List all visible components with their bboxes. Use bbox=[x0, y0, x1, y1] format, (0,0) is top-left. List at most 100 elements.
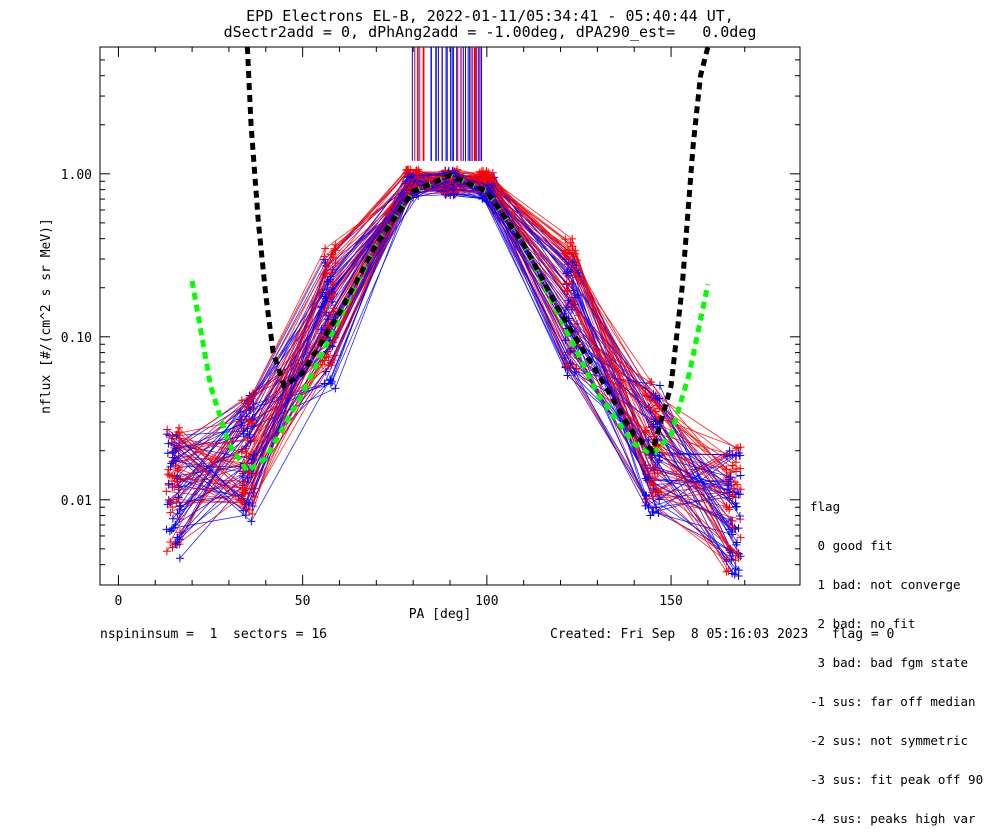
data-point-marker bbox=[732, 467, 741, 476]
data-point-marker bbox=[734, 524, 743, 533]
data-point-marker bbox=[641, 501, 650, 510]
data-point-marker bbox=[162, 487, 171, 496]
data-point-marker bbox=[170, 453, 179, 462]
data-point-marker bbox=[175, 434, 184, 443]
data-point-marker bbox=[323, 315, 332, 324]
data-point-marker bbox=[242, 449, 251, 458]
data-point-marker bbox=[317, 302, 326, 311]
data-point-marker bbox=[480, 176, 489, 185]
chart-subtitle: dSectr2add = 0, dPhAng2add = -1.00deg, d… bbox=[223, 23, 757, 41]
y-tick-label: 0.01 bbox=[61, 494, 92, 509]
data-point-marker bbox=[648, 507, 657, 516]
data-point-marker bbox=[162, 430, 171, 439]
legend-entry: 3 bad: bad fgm state bbox=[810, 655, 969, 670]
data-point-marker bbox=[724, 566, 733, 575]
series-line bbox=[179, 170, 728, 545]
legend-entry: 1 bad: not converge bbox=[810, 577, 961, 592]
y-axis-label: nflux [#/(cm^2 s sr MeV)] bbox=[39, 218, 54, 414]
data-point-marker bbox=[485, 170, 494, 179]
data-point-marker bbox=[247, 517, 256, 526]
data-point-marker bbox=[174, 427, 183, 436]
data-point-marker bbox=[246, 393, 255, 402]
data-point-marker bbox=[488, 174, 497, 183]
data-point-marker bbox=[722, 474, 731, 483]
data-point-marker bbox=[734, 448, 743, 457]
data-point-marker bbox=[567, 305, 576, 314]
data-point-marker bbox=[241, 511, 250, 520]
data-point-marker bbox=[162, 547, 171, 556]
data-point-marker bbox=[406, 165, 415, 174]
data-point-marker bbox=[728, 516, 737, 525]
data-point-marker bbox=[236, 407, 245, 416]
x-axis-label: PA [deg] bbox=[409, 607, 472, 622]
data-point-marker bbox=[166, 538, 175, 547]
data-point-marker bbox=[453, 165, 462, 174]
data-point-marker bbox=[330, 244, 339, 253]
data-point-marker bbox=[725, 503, 734, 512]
data-point-marker bbox=[242, 412, 251, 421]
data-point-marker bbox=[164, 439, 173, 448]
data-point-marker bbox=[164, 495, 173, 504]
data-point-marker bbox=[562, 286, 571, 295]
data-point-marker bbox=[166, 462, 175, 471]
data-point-marker bbox=[654, 487, 663, 496]
legend-entry: 2 bad: no fit bbox=[810, 616, 916, 631]
data-point-marker bbox=[651, 503, 660, 512]
footer-right: Created: Fri Sep 8 05:16:03 2023 flag = … bbox=[550, 627, 895, 642]
data-point-marker bbox=[450, 189, 459, 198]
legend-entry: -1 sus: far off median bbox=[810, 694, 976, 709]
data-point-marker bbox=[731, 499, 740, 508]
data-point-marker bbox=[562, 362, 571, 371]
data-point-marker bbox=[722, 567, 731, 576]
data-point-marker bbox=[326, 292, 335, 301]
data-point-marker bbox=[168, 503, 177, 512]
data-point-marker bbox=[564, 296, 573, 305]
data-point-marker bbox=[651, 472, 660, 481]
data-point-marker bbox=[736, 471, 745, 480]
data-point-marker bbox=[168, 543, 177, 552]
data-point-marker bbox=[736, 533, 745, 542]
data-point-marker bbox=[244, 402, 253, 411]
data-point-marker bbox=[645, 404, 654, 413]
legend-entry: -3 sus: fit peak off 90 bbox=[810, 772, 984, 787]
series-line bbox=[166, 170, 738, 494]
data-point-marker bbox=[167, 525, 176, 534]
data-point-marker bbox=[727, 528, 736, 537]
data-point-marker bbox=[566, 238, 575, 247]
data-point-marker bbox=[173, 466, 182, 475]
data-point-marker bbox=[563, 371, 572, 380]
data-point-marker bbox=[163, 470, 172, 479]
data-point-marker bbox=[175, 423, 184, 432]
data-point-marker bbox=[174, 464, 183, 473]
data-point-marker bbox=[562, 303, 571, 312]
data-point-marker bbox=[641, 474, 650, 483]
data-point-marker bbox=[727, 468, 736, 477]
data-point-marker bbox=[734, 566, 743, 575]
data-point-marker bbox=[168, 434, 177, 443]
legend-entry: -4 sus: peaks high var bbox=[810, 811, 976, 826]
data-point-marker bbox=[326, 379, 335, 388]
data-point-marker bbox=[735, 512, 744, 521]
series-line bbox=[169, 181, 736, 561]
data-point-marker bbox=[565, 248, 574, 257]
data-point-marker bbox=[239, 506, 248, 515]
data-point-marker bbox=[736, 464, 745, 473]
data-point-marker bbox=[729, 484, 738, 493]
data-point-marker bbox=[645, 378, 654, 387]
series-line bbox=[178, 175, 740, 555]
data-point-marker bbox=[162, 525, 171, 534]
data-point-marker bbox=[654, 488, 663, 497]
data-point-marker bbox=[238, 471, 247, 480]
data-point-marker bbox=[172, 540, 181, 549]
data-point-marker bbox=[326, 375, 335, 384]
data-point-marker bbox=[562, 279, 571, 288]
data-point-marker bbox=[321, 334, 330, 343]
data-point-marker bbox=[649, 420, 658, 429]
data-point-marker bbox=[327, 361, 336, 370]
data-point-marker bbox=[328, 342, 337, 351]
data-point-marker bbox=[166, 508, 175, 517]
data-point-marker bbox=[736, 443, 745, 452]
data-point-marker bbox=[733, 538, 742, 547]
x-tick-label: 50 bbox=[295, 594, 311, 609]
data-point-marker bbox=[175, 554, 184, 563]
